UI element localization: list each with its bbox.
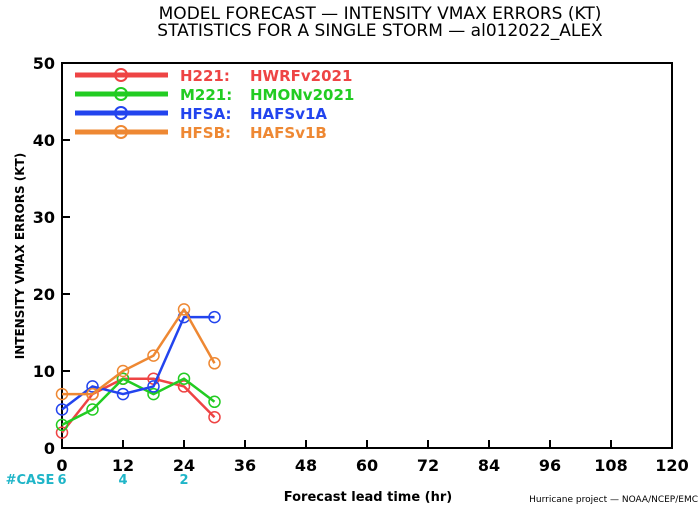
data-point <box>147 349 160 362</box>
x-tick-label: 0 <box>56 456 67 475</box>
data-point <box>208 410 221 424</box>
case-count: 6 <box>57 473 66 488</box>
x-tick-label: 72 <box>417 456 439 475</box>
case-count: 4 <box>118 473 127 488</box>
data-point <box>55 387 69 401</box>
data-point <box>177 303 191 316</box>
data-point <box>55 426 69 439</box>
chart-title: MODEL FORECAST — INTENSITY VMAX ERRORS (… <box>159 4 602 24</box>
x-tick-label: 120 <box>655 456 688 475</box>
data-point <box>86 387 99 401</box>
y-tick-label: 20 <box>33 285 55 304</box>
legend-marker <box>114 106 128 120</box>
x-tick-label: 36 <box>234 456 256 475</box>
data-point <box>147 387 160 401</box>
y-tick-label: 30 <box>33 208 55 227</box>
x-axis-label: Forecast lead time (hr) <box>284 490 452 505</box>
legend-marker <box>114 68 128 82</box>
legend-item: H221: HWRFv2021 <box>75 67 352 85</box>
case-count: 2 <box>179 473 188 488</box>
legend-item: M221: HMONv2021 <box>75 86 354 104</box>
legend-model-code: H221: <box>180 67 230 85</box>
series-layer <box>55 303 221 439</box>
legend-model-name: HAFSv1A <box>250 105 327 123</box>
x-tick-label: 24 <box>173 456 195 475</box>
data-point <box>177 380 191 393</box>
data-point <box>208 395 221 409</box>
legend: H221: HWRFv2021 M221: HMONv2021 HFSA: HAFSv1A… <box>75 67 354 142</box>
legend-model-name: HAFSv1B <box>250 124 327 142</box>
series-line <box>61 377 216 434</box>
series-hafsv1b <box>55 303 221 401</box>
legend-item: HFSB: HAFSv1B <box>75 124 327 142</box>
y-axis-label: INTENSITY VMAX ERRORS (KT) <box>13 153 27 359</box>
data-point <box>55 403 69 416</box>
legend-model-code: HFSA: <box>180 105 232 123</box>
x-tick-label: 60 <box>356 456 378 475</box>
x-tick-label: 12 <box>112 456 134 475</box>
data-point <box>208 310 221 324</box>
legend-model-name: HWRFv2021 <box>250 67 352 85</box>
y-tick-label: 40 <box>33 131 55 150</box>
data-point <box>116 387 130 401</box>
legend-marker <box>114 87 128 101</box>
chart-subtitle: STATISTICS FOR A SINGLE STORM — al012022… <box>157 21 603 41</box>
x-tick-label: 48 <box>295 456 317 475</box>
data-point <box>86 380 99 393</box>
credit-text: Hurricane project — NOAA/NCEP/EMC <box>529 495 698 505</box>
x-tick-label: 108 <box>594 456 627 475</box>
x-axis: 0 12 24 36 48 60 72 84 96 108 120 <box>56 440 689 475</box>
data-point <box>208 357 221 370</box>
y-tick-label: 50 <box>33 54 55 73</box>
plot-area-frame <box>61 62 673 449</box>
y-tick-label: 10 <box>33 362 55 381</box>
data-point <box>55 418 69 432</box>
case-counts: 6 4 2 <box>57 473 188 488</box>
case-label: #CASE <box>6 473 55 488</box>
y-tick-label: 0 <box>44 439 55 458</box>
y-axis: 0 10 20 30 40 50 <box>33 54 70 458</box>
series-line <box>62 308 216 396</box>
x-tick-label: 96 <box>539 456 561 475</box>
legend-model-code: M221: <box>180 86 232 104</box>
series-hwrfv2021 <box>55 372 221 439</box>
data-point <box>116 372 130 385</box>
legend-model-name: HMONv2021 <box>250 86 354 104</box>
legend-marker <box>114 125 128 139</box>
x-tick-label: 84 <box>478 456 500 475</box>
data-point <box>86 403 99 416</box>
series-hmonv2021 <box>55 372 221 432</box>
data-point <box>147 380 160 393</box>
legend-model-code: HFSB: <box>180 124 231 142</box>
legend-item: HFSA: HAFSv1A <box>75 105 327 123</box>
data-point <box>116 364 130 378</box>
data-point <box>177 372 191 385</box>
